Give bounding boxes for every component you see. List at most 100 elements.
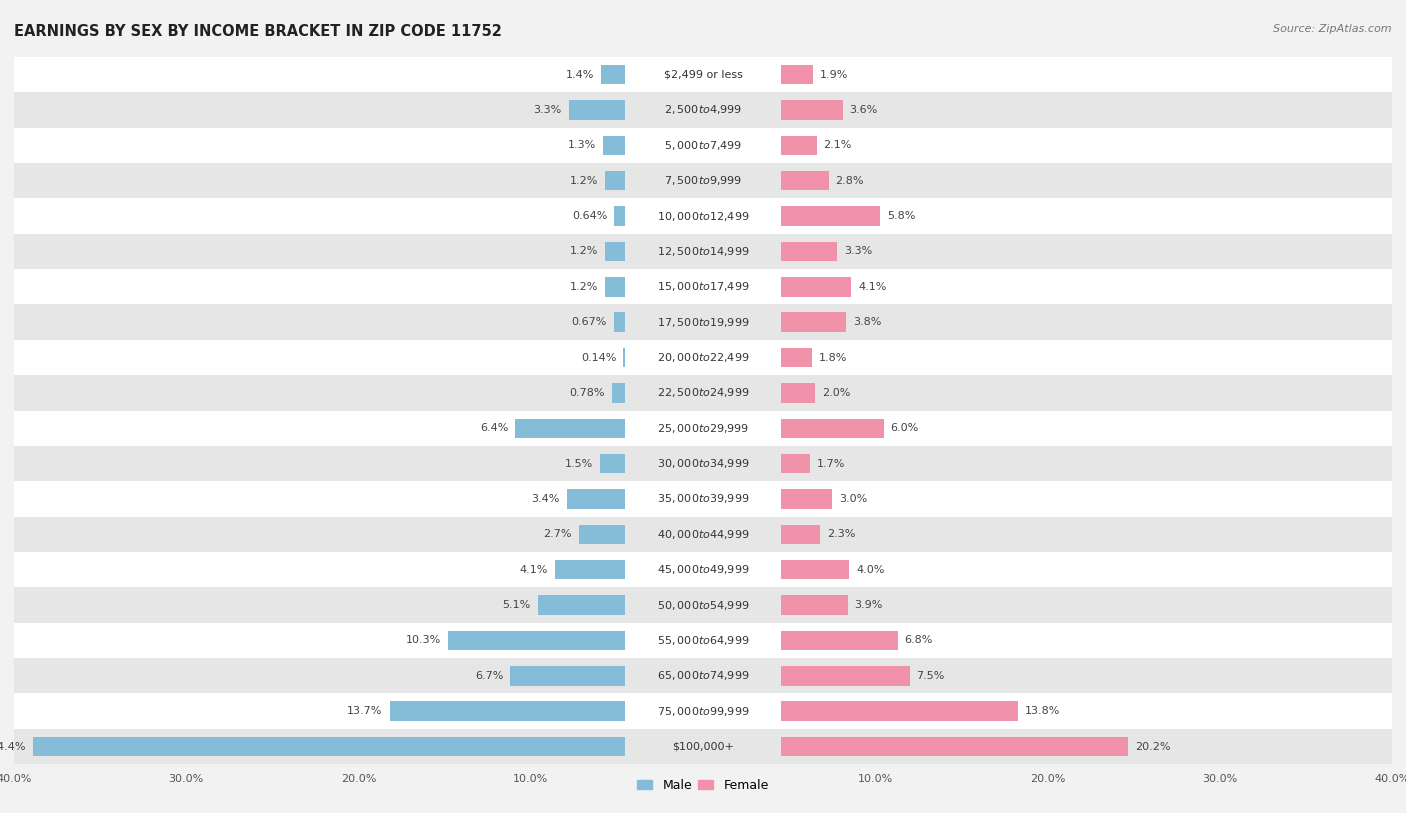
Bar xyxy=(14,304,1392,340)
Text: 13.7%: 13.7% xyxy=(347,706,382,716)
Text: 13.8%: 13.8% xyxy=(1025,706,1060,716)
Text: 1.3%: 1.3% xyxy=(568,141,596,150)
Bar xyxy=(14,481,1392,517)
Bar xyxy=(780,419,884,438)
Text: $75,000 to $99,999: $75,000 to $99,999 xyxy=(657,705,749,718)
Bar xyxy=(780,207,880,226)
Text: $100,000+: $100,000+ xyxy=(672,741,734,751)
Text: 3.0%: 3.0% xyxy=(839,494,868,504)
Text: 5.8%: 5.8% xyxy=(887,211,915,221)
Text: 6.4%: 6.4% xyxy=(479,424,509,433)
Text: $17,500 to $19,999: $17,500 to $19,999 xyxy=(657,315,749,328)
Bar xyxy=(780,489,832,509)
Legend: Male, Female: Male, Female xyxy=(633,774,773,797)
Bar xyxy=(14,233,1392,269)
Text: 1.2%: 1.2% xyxy=(569,282,598,292)
Text: $65,000 to $74,999: $65,000 to $74,999 xyxy=(657,669,749,682)
Bar xyxy=(555,560,626,580)
Text: 4.0%: 4.0% xyxy=(856,565,884,575)
Bar xyxy=(14,659,1392,693)
Text: 5.1%: 5.1% xyxy=(502,600,531,610)
Bar xyxy=(780,241,838,261)
Bar xyxy=(780,348,811,367)
Bar xyxy=(623,348,626,367)
Text: 3.3%: 3.3% xyxy=(533,105,562,115)
Bar xyxy=(449,631,626,650)
Bar xyxy=(14,552,1392,587)
Bar xyxy=(579,524,626,544)
Text: 1.8%: 1.8% xyxy=(818,353,846,363)
Text: 20.2%: 20.2% xyxy=(1135,741,1171,751)
Text: $2,500 to $4,999: $2,500 to $4,999 xyxy=(664,103,742,116)
Text: $2,499 or less: $2,499 or less xyxy=(664,70,742,80)
Text: 6.7%: 6.7% xyxy=(475,671,503,680)
Bar xyxy=(605,277,626,297)
Bar xyxy=(515,419,626,438)
Text: $10,000 to $12,499: $10,000 to $12,499 xyxy=(657,210,749,223)
Text: $35,000 to $39,999: $35,000 to $39,999 xyxy=(657,493,749,506)
Text: 2.8%: 2.8% xyxy=(835,176,865,185)
Text: 0.78%: 0.78% xyxy=(569,388,605,398)
Bar xyxy=(14,729,1392,764)
Text: $7,500 to $9,999: $7,500 to $9,999 xyxy=(664,174,742,187)
Bar xyxy=(605,171,626,190)
Text: $45,000 to $49,999: $45,000 to $49,999 xyxy=(657,563,749,576)
Text: 0.14%: 0.14% xyxy=(581,353,616,363)
Text: 2.7%: 2.7% xyxy=(544,529,572,539)
Text: $5,000 to $7,499: $5,000 to $7,499 xyxy=(664,139,742,152)
Text: 3.3%: 3.3% xyxy=(844,246,873,256)
Bar xyxy=(14,411,1392,446)
Bar xyxy=(780,737,1129,756)
Text: 4.1%: 4.1% xyxy=(520,565,548,575)
Bar xyxy=(614,312,626,332)
Text: 34.4%: 34.4% xyxy=(0,741,27,751)
Text: $20,000 to $22,499: $20,000 to $22,499 xyxy=(657,351,749,364)
Bar xyxy=(603,136,626,155)
Text: 7.5%: 7.5% xyxy=(917,671,945,680)
Text: 6.0%: 6.0% xyxy=(891,424,920,433)
Text: 4.1%: 4.1% xyxy=(858,282,886,292)
Bar xyxy=(510,666,626,685)
Text: 3.9%: 3.9% xyxy=(855,600,883,610)
Text: 1.5%: 1.5% xyxy=(565,459,593,468)
Text: 2.1%: 2.1% xyxy=(824,141,852,150)
Bar xyxy=(780,666,910,685)
Bar xyxy=(14,517,1392,552)
Bar xyxy=(780,312,846,332)
Text: 10.3%: 10.3% xyxy=(406,636,441,646)
Text: $55,000 to $64,999: $55,000 to $64,999 xyxy=(657,634,749,647)
Bar xyxy=(14,198,1392,234)
Bar xyxy=(14,587,1392,623)
Bar xyxy=(612,383,626,402)
Bar xyxy=(780,454,810,473)
Text: 3.8%: 3.8% xyxy=(853,317,882,327)
Text: $15,000 to $17,499: $15,000 to $17,499 xyxy=(657,280,749,293)
Bar xyxy=(780,595,848,615)
Bar xyxy=(780,524,820,544)
Text: 0.64%: 0.64% xyxy=(572,211,607,221)
Bar xyxy=(602,65,626,85)
Bar xyxy=(14,269,1392,304)
Text: 3.4%: 3.4% xyxy=(531,494,560,504)
Bar xyxy=(780,100,842,120)
Bar xyxy=(780,631,897,650)
Bar xyxy=(614,207,626,226)
Text: 1.2%: 1.2% xyxy=(569,246,598,256)
Text: $22,500 to $24,999: $22,500 to $24,999 xyxy=(657,386,749,399)
Bar xyxy=(14,446,1392,481)
Bar xyxy=(780,65,813,85)
Bar xyxy=(780,383,815,402)
Bar xyxy=(537,595,626,615)
Bar xyxy=(567,489,626,509)
Bar xyxy=(14,376,1392,411)
Bar xyxy=(780,702,1018,721)
Bar xyxy=(14,340,1392,375)
Bar xyxy=(14,693,1392,729)
Text: 6.8%: 6.8% xyxy=(904,636,934,646)
Text: 0.67%: 0.67% xyxy=(572,317,607,327)
Text: $30,000 to $34,999: $30,000 to $34,999 xyxy=(657,457,749,470)
Text: 1.4%: 1.4% xyxy=(567,70,595,80)
Bar xyxy=(568,100,626,120)
Text: $40,000 to $44,999: $40,000 to $44,999 xyxy=(657,528,749,541)
Bar xyxy=(14,623,1392,659)
